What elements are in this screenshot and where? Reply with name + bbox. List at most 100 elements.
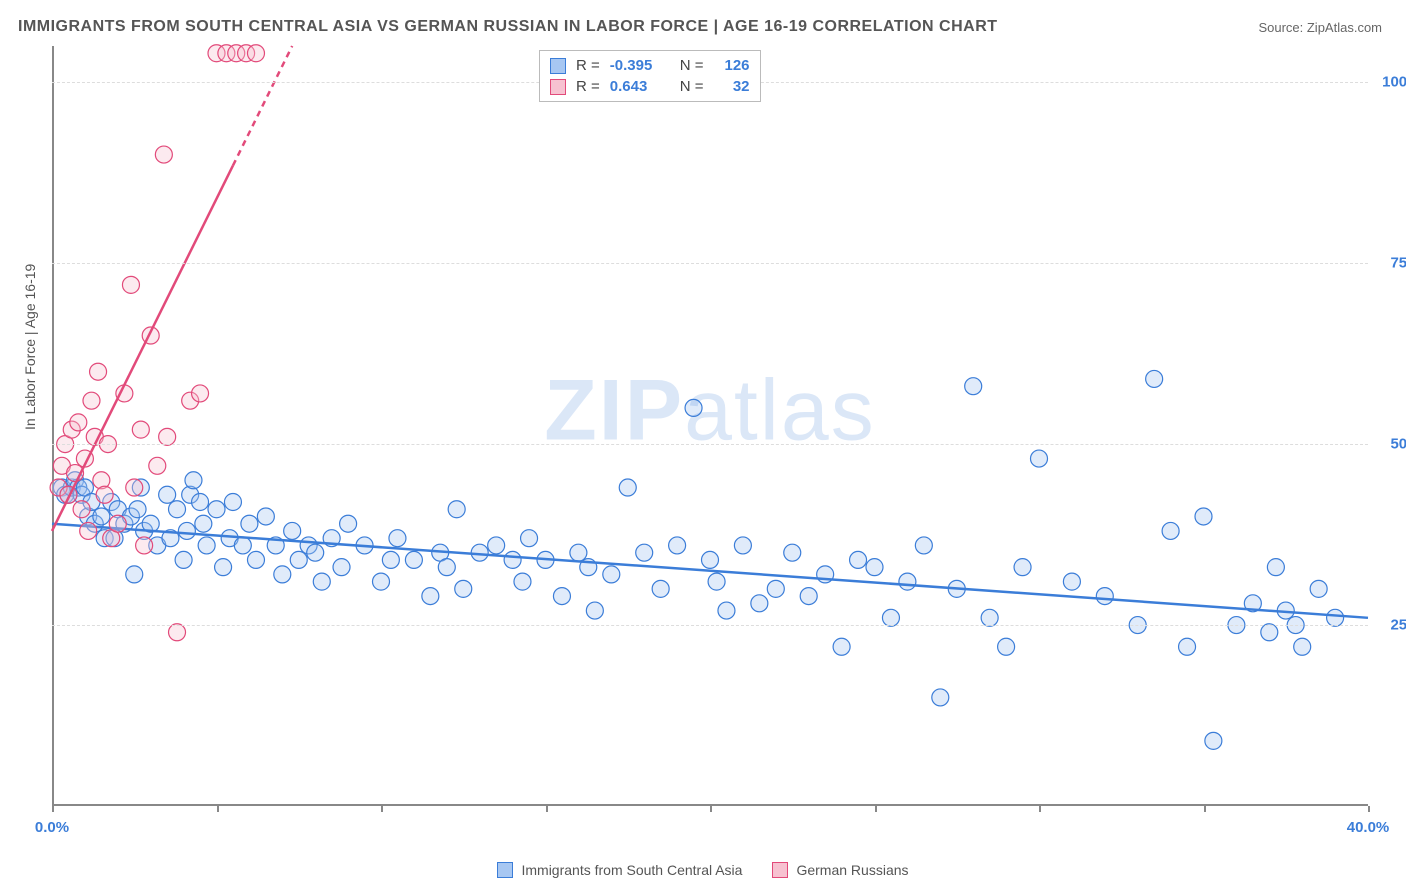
scatter-point [702, 551, 719, 568]
correlation-box: R =-0.395N =126R =0.643N =32 [539, 50, 761, 102]
scatter-point [784, 544, 801, 561]
scatter-point [866, 559, 883, 576]
scatter-point [178, 522, 195, 539]
scatter-point [159, 486, 176, 503]
trend-line [52, 166, 233, 531]
scatter-point [882, 609, 899, 626]
scatter-point [132, 421, 149, 438]
xtick-label: 40.0% [1347, 819, 1390, 836]
scatter-point [136, 537, 153, 554]
scatter-point [340, 515, 357, 532]
n-label: N = [680, 78, 704, 95]
scatter-point [521, 530, 538, 547]
scatter-point [333, 559, 350, 576]
scatter-point [70, 414, 87, 431]
swatch [497, 862, 513, 878]
scatter-point [751, 595, 768, 612]
scatter-point [274, 566, 291, 583]
swatch [550, 58, 566, 74]
scatter-point [586, 602, 603, 619]
scatter-point [122, 276, 139, 293]
scatter-point [570, 544, 587, 561]
scatter-point [1096, 588, 1113, 605]
legend-item: Immigrants from South Central Asia [497, 862, 742, 878]
scatter-point [1310, 580, 1327, 597]
scatter-point [438, 559, 455, 576]
scatter-point [90, 363, 107, 380]
scatter-point [224, 494, 241, 511]
n-value: 32 [714, 78, 750, 95]
scatter-point [800, 588, 817, 605]
chart-svg [52, 46, 1368, 806]
scatter-point [1162, 522, 1179, 539]
scatter-point [998, 638, 1015, 655]
legend-label: German Russians [796, 862, 908, 878]
scatter-point [965, 378, 982, 395]
scatter-point [405, 551, 422, 568]
scatter-point [290, 551, 307, 568]
n-label: N = [680, 57, 704, 74]
r-value: -0.395 [610, 57, 670, 74]
scatter-point [1146, 370, 1163, 387]
correlation-row: R = -0.395 N = 126 [550, 55, 750, 76]
scatter-point [73, 501, 90, 518]
swatch [772, 862, 788, 878]
scatter-point [175, 551, 192, 568]
xtick [1368, 806, 1370, 812]
scatter-point [80, 522, 97, 539]
scatter-point [215, 559, 232, 576]
trend-line-dashed [233, 46, 292, 166]
scatter-point [60, 486, 77, 503]
scatter-point [382, 551, 399, 568]
scatter-point [1063, 573, 1080, 590]
scatter-point [1327, 609, 1344, 626]
swatch [550, 79, 566, 95]
scatter-point [1267, 559, 1284, 576]
scatter-point [109, 515, 126, 532]
scatter-point [718, 602, 735, 619]
correlation-row: R =0.643N =32 [550, 76, 750, 97]
scatter-point [899, 573, 916, 590]
scatter-point [619, 479, 636, 496]
xtick [381, 806, 383, 812]
scatter-point [1294, 638, 1311, 655]
scatter-point [234, 537, 251, 554]
r-label: R = [576, 57, 600, 74]
scatter-point [915, 537, 932, 554]
xtick [1039, 806, 1041, 812]
scatter-point [247, 551, 264, 568]
scatter-point [669, 537, 686, 554]
gridline [52, 625, 1368, 626]
scatter-point [1031, 450, 1048, 467]
legend-label: Immigrants from South Central Asia [521, 862, 742, 878]
n-value: 126 [714, 57, 750, 74]
scatter-point [198, 537, 215, 554]
scatter-point [1205, 732, 1222, 749]
scatter-point [247, 45, 264, 62]
scatter-point [932, 689, 949, 706]
scatter-point [208, 501, 225, 518]
scatter-point [603, 566, 620, 583]
xtick [217, 806, 219, 812]
scatter-point [767, 580, 784, 597]
xtick [1204, 806, 1206, 812]
scatter-point [708, 573, 725, 590]
scatter-point [96, 486, 113, 503]
chart-title: IMMIGRANTS FROM SOUTH CENTRAL ASIA VS GE… [18, 18, 998, 36]
scatter-point [313, 573, 330, 590]
scatter-point [514, 573, 531, 590]
r-label: R = [576, 78, 600, 95]
scatter-point [155, 146, 172, 163]
scatter-point [850, 551, 867, 568]
scatter-point [93, 508, 110, 525]
ytick-label: 50.0% [1390, 436, 1406, 453]
ytick-label: 75.0% [1390, 255, 1406, 272]
ytick-label: 100.0% [1382, 74, 1406, 91]
gridline [52, 444, 1368, 445]
scatter-point [284, 522, 301, 539]
source-label: Source: ZipAtlas.com [1258, 20, 1382, 35]
scatter-point [685, 399, 702, 416]
legend-item: German Russians [772, 862, 908, 878]
scatter-point [1179, 638, 1196, 655]
gridline [52, 263, 1368, 264]
